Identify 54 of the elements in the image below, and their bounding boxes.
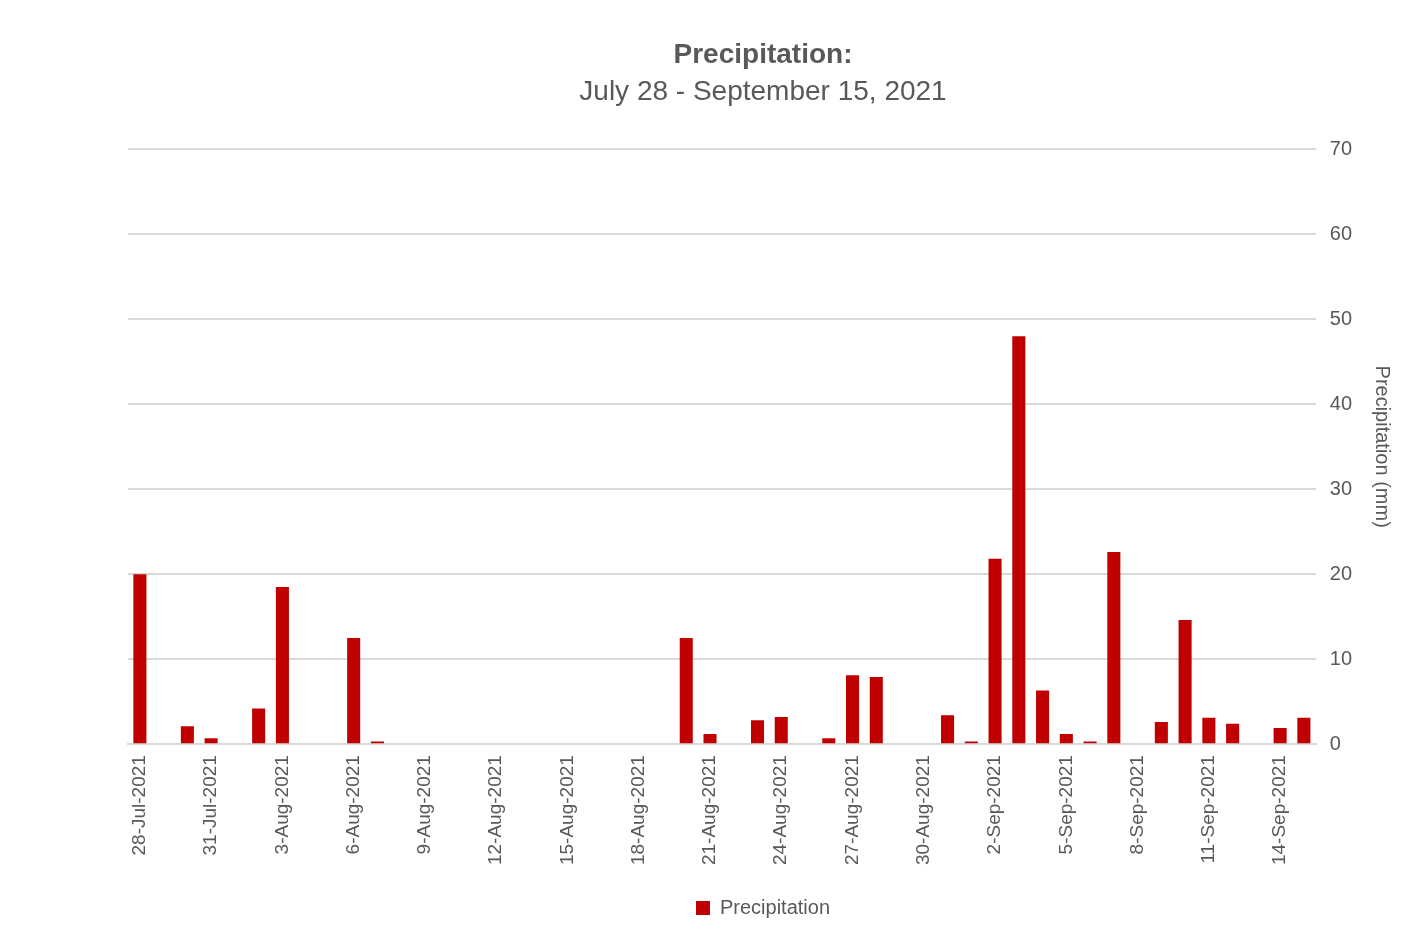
bar [1226,723,1240,744]
x-tick-label: 27-Aug-2021 [840,755,862,866]
bar [988,558,1002,744]
bar [1036,690,1050,744]
y2-tick-label: 0 [1329,731,1341,754]
x-tick-label: 5-Sep-2021 [1054,755,1076,855]
bar [774,716,788,744]
y2-tick-label: 70 [1329,136,1352,159]
y2-tick-label: 50 [1329,306,1352,329]
x-tick-label: 21-Aug-2021 [698,755,720,866]
bar [1154,722,1168,744]
bar [1059,733,1073,744]
x-tick-label: 24-Aug-2021 [769,755,791,866]
bar [703,733,717,744]
x-tick-label: 8-Sep-2021 [1125,755,1147,855]
bar [1297,717,1311,744]
bar [846,675,860,744]
bar [133,574,147,744]
x-tick-label: 31-Jul-2021 [199,755,221,856]
bar [750,720,765,744]
bar [347,637,361,744]
x-tick-label: 6-Aug-2021 [341,755,363,855]
chart-subtitle: July 28 - September 15, 2021 [579,75,947,107]
y2-tick-label: 60 [1329,221,1352,244]
x-tick-label: 9-Aug-2021 [413,755,435,855]
bar [1202,717,1216,744]
bar [679,637,693,744]
x-tick-label: 11-Sep-2021 [1197,755,1219,864]
bar [1178,620,1192,744]
chart-title: Precipitation: [673,37,853,69]
y2-tick-label: 30 [1329,476,1352,499]
bar [204,738,218,744]
x-tick-label: 18-Aug-2021 [626,755,648,866]
bar [275,586,289,744]
y2-tick-label: 40 [1329,391,1352,414]
x-tick-label: 2-Sep-2021 [983,755,1005,855]
x-tick-label: 28-Jul-2021 [128,755,150,856]
bar [941,715,955,744]
x-tick-label: 30-Aug-2021 [912,755,934,866]
x-tick-label: 15-Aug-2021 [555,755,577,866]
y2-tick-label: 10 [1329,646,1352,669]
bar [1012,336,1026,744]
y2-axis-title: Precipitation (mm) [1372,365,1395,528]
bar [1107,552,1121,744]
bar [869,677,883,744]
bar [822,738,836,744]
bar [252,708,266,744]
x-tick-label: 12-Aug-2021 [484,755,506,866]
legend-label: Precipitation [719,895,831,918]
x-tick-label: 3-Aug-2021 [270,755,292,855]
y2-tick-label: 20 [1329,561,1352,584]
bar [180,726,194,744]
x-tick-label: 14-Sep-2021 [1268,755,1290,866]
bar [1273,727,1287,744]
